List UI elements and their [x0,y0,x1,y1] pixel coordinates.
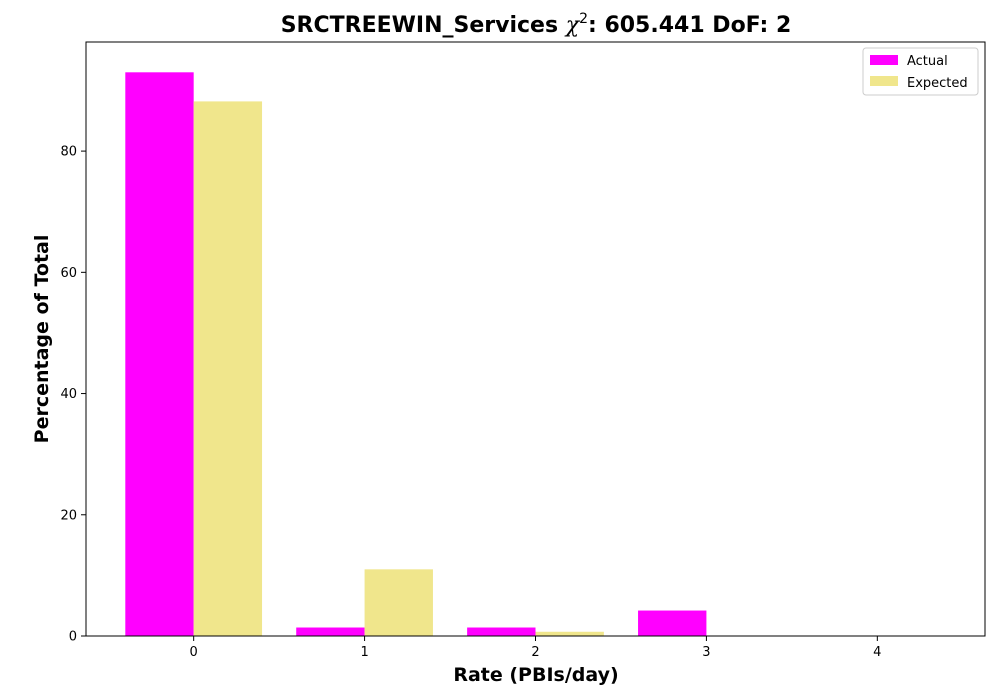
bar-expected-0 [193,101,263,636]
legend-swatch-actual [870,55,898,65]
y-ticks: 0 20 40 60 80 [60,145,86,645]
legend: Actual Expected [862,47,979,96]
x-tick-label: 3 [702,645,710,660]
y-tick-label: 80 [60,145,77,160]
legend-label-expected: Expected [907,76,968,91]
y-tick-label: 20 [60,508,77,523]
bar-actual-0 [125,72,194,636]
bar-actual-3 [638,610,707,636]
x-tick-label: 1 [360,645,368,660]
bars-layer [125,72,775,636]
bar-actual-2 [467,627,536,636]
chart-title-rest: : 605.441 DoF: 2 [588,13,791,38]
bar-expected-2 [535,631,604,636]
x-tick-label: 2 [531,645,539,660]
chart-title-main: SRCTREEWIN_Services [281,13,566,38]
y-tick-label: 40 [60,387,77,402]
y-tick-label: 60 [60,266,77,281]
bar-actual-1 [296,627,365,636]
x-axis-label: Rate (PBIs/day) [453,664,618,686]
x-tick-label: 0 [190,645,198,660]
chart-title-superscript: 2 [579,11,588,27]
y-tick-label: 0 [69,630,77,645]
chart-title-chi: χ [564,13,581,38]
legend-label-actual: Actual [907,54,948,69]
x-tick-label: 4 [873,645,881,660]
legend-swatch-expected [870,76,898,86]
x-ticks: 0 1 2 3 4 [190,636,881,660]
bar-expected-1 [364,569,433,636]
chart-title: SRCTREEWIN_Services χ2: 605.441 DoF: 2 [281,11,792,38]
y-axis-label: Percentage of Total [31,235,53,444]
